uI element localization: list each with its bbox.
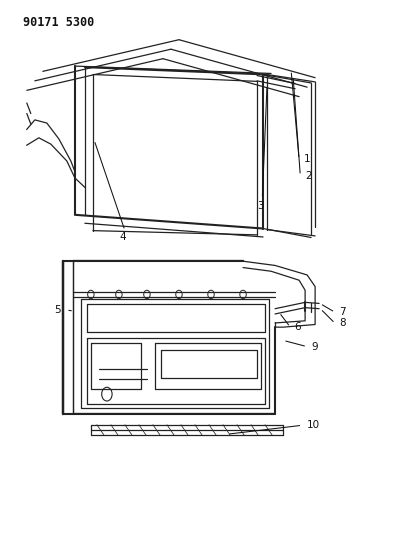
Text: 4: 4 (119, 232, 126, 243)
Text: 2: 2 (305, 171, 311, 181)
Text: 7: 7 (338, 308, 345, 317)
Text: 3: 3 (256, 201, 263, 211)
Text: 5: 5 (54, 305, 60, 315)
Text: 90171 5300: 90171 5300 (23, 16, 94, 29)
Text: 1: 1 (303, 155, 310, 164)
Text: 9: 9 (310, 342, 317, 352)
Text: 6: 6 (294, 322, 300, 332)
Text: 8: 8 (338, 318, 345, 328)
Text: 10: 10 (305, 420, 319, 430)
